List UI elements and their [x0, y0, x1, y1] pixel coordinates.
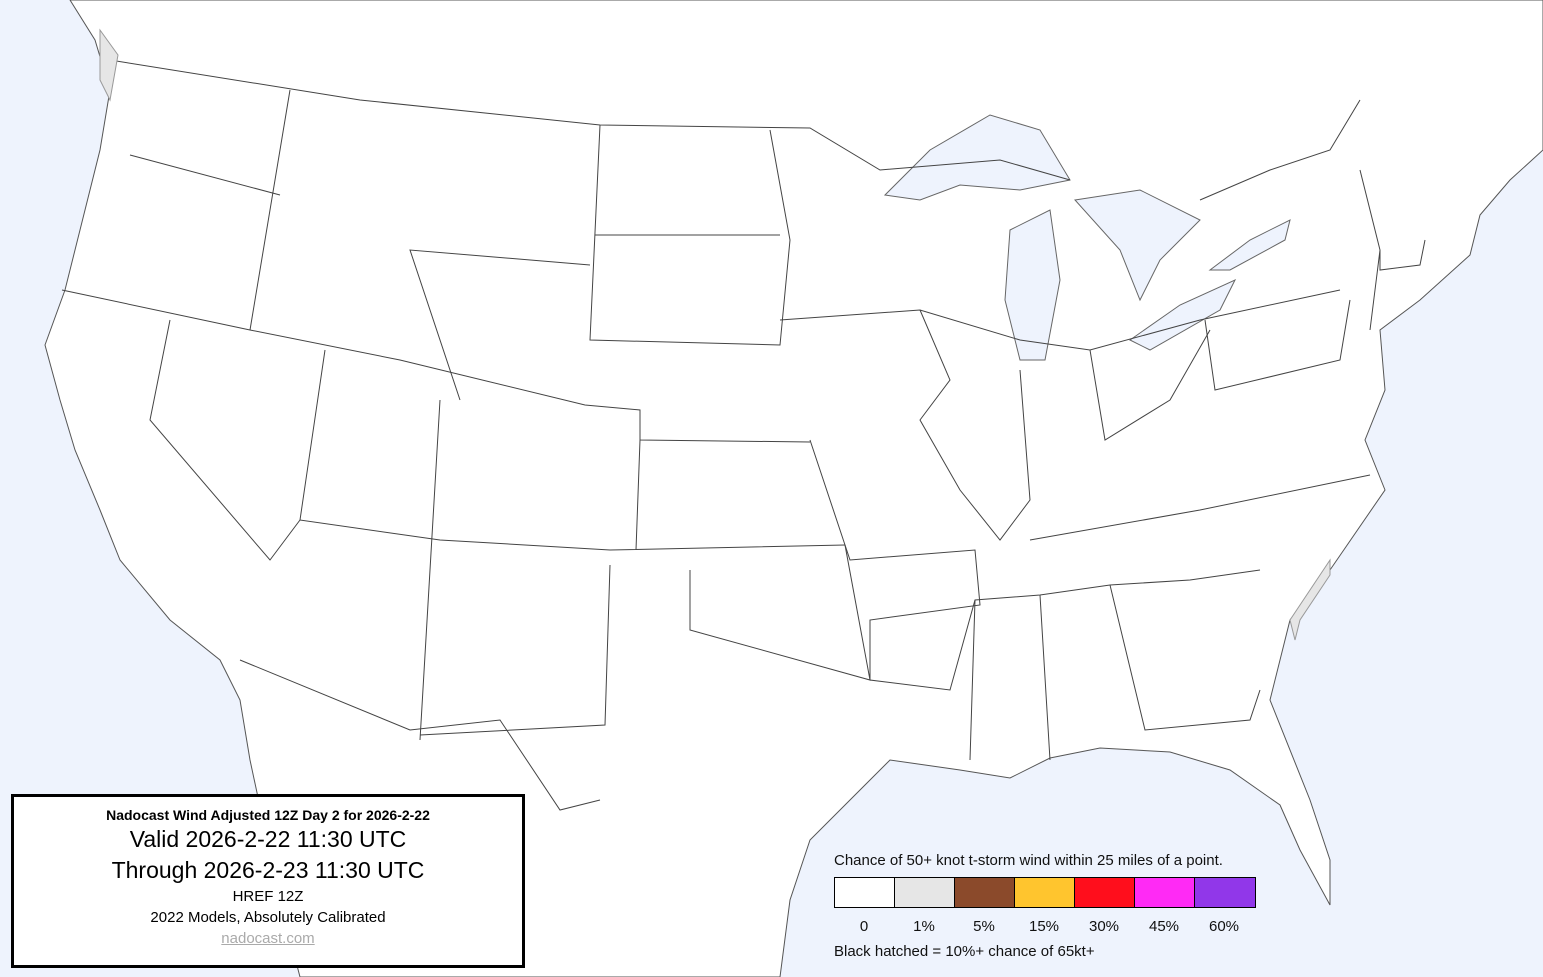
- forecast-info-box: Nadocast Wind Adjusted 12Z Day 2 for 202…: [11, 794, 525, 968]
- calibration-note: 2022 Models, Absolutely Calibrated: [150, 909, 386, 926]
- legend-label: 15%: [1028, 918, 1060, 935]
- legend-swatch: [1015, 878, 1075, 907]
- model-name: HREF 12Z: [232, 888, 304, 905]
- legend-swatch: [1195, 878, 1255, 907]
- forecast-title: Nadocast Wind Adjusted 12Z Day 2 for 202…: [106, 807, 430, 823]
- legend-label: 45%: [1148, 918, 1180, 935]
- state-borders: [61, 59, 1426, 811]
- risk-1pct-areas: [99, 28, 1331, 641]
- legend-label: 30%: [1088, 918, 1120, 935]
- valid-time: Valid 2026-2-22 11:30 UTC: [129, 826, 407, 852]
- legend-label: 0: [859, 918, 869, 935]
- legend-swatch: [895, 878, 955, 907]
- legend-swatch: [955, 878, 1015, 907]
- legend-label: 1%: [913, 918, 935, 935]
- through-time: Through 2026-2-23 11:30 UTC: [111, 857, 425, 883]
- legend-note: Black hatched = 10%+ chance of 65kt+: [834, 943, 1095, 960]
- legend-title: Chance of 50+ knot t-storm wind within 2…: [834, 852, 1223, 869]
- legend-swatch: [835, 878, 895, 907]
- legend-labels: 0 1% 5% 15% 30% 45% 60%: [834, 918, 1254, 935]
- great-lakes: [883, 114, 1291, 361]
- legend-label: 5%: [973, 918, 995, 935]
- legend-swatch: [1075, 878, 1135, 907]
- nadocast-link[interactable]: nadocast.com: [221, 930, 315, 947]
- legend: Chance of 50+ knot t-storm wind within 2…: [834, 852, 1256, 960]
- legend-label: 60%: [1208, 918, 1240, 935]
- legend-swatch: [1135, 878, 1195, 907]
- legend-swatches: [834, 877, 1256, 908]
